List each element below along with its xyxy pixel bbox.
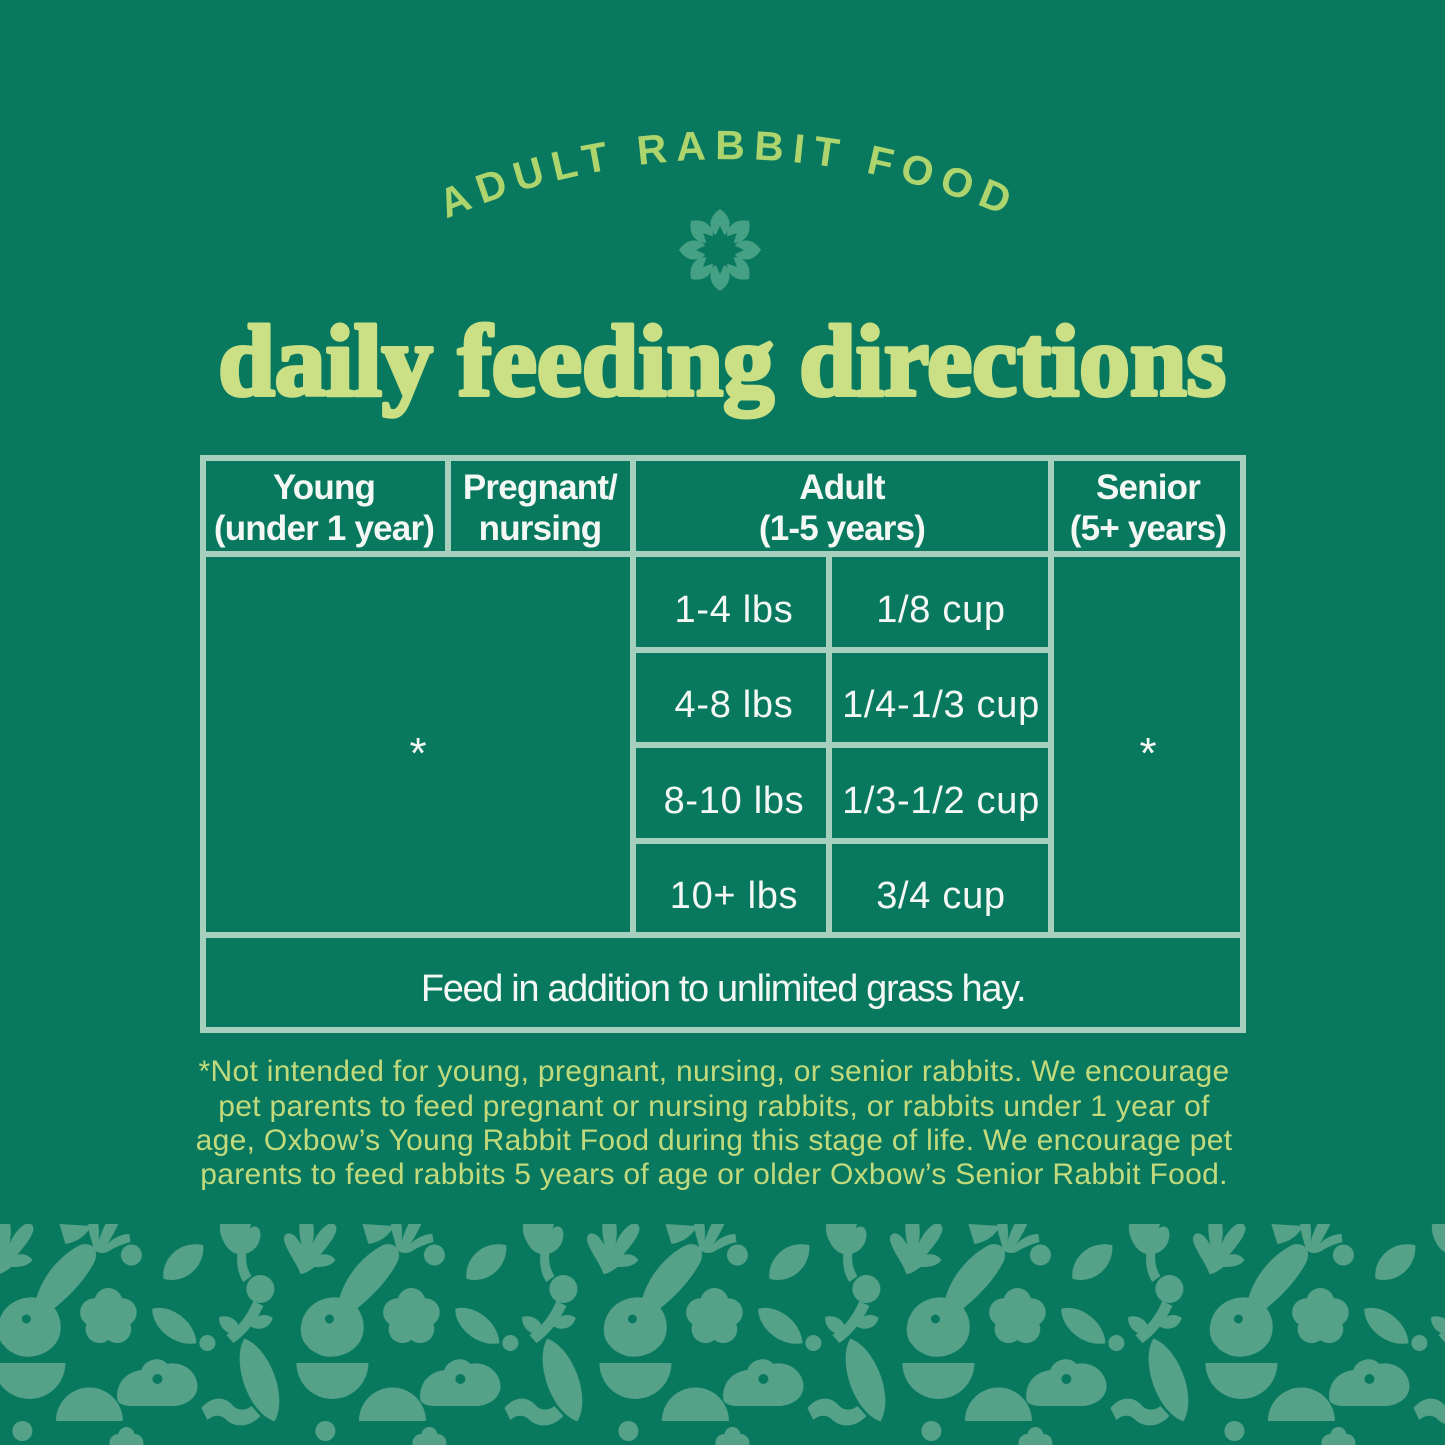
svg-text:daily feeding directions: daily feeding directions [218, 305, 1226, 418]
svg-text:(5+ years): (5+ years) [1070, 509, 1226, 548]
svg-text:age, Oxbow’s Young Rabbit Food: age, Oxbow’s Young Rabbit Food during th… [196, 1124, 1233, 1157]
svg-text:*Not intended for young, pregn: *Not intended for young, pregnant, nursi… [199, 1055, 1230, 1088]
svg-text:nursing: nursing [479, 509, 602, 548]
svg-text:(1-5 years): (1-5 years) [759, 509, 925, 548]
svg-text:(under 1 year): (under 1 year) [214, 509, 434, 548]
svg-text:1/3-1/2 cup: 1/3-1/2 cup [842, 780, 1040, 822]
svg-text:10+ lbs: 10+ lbs [670, 875, 799, 917]
svg-text:*: * [1139, 729, 1156, 778]
svg-text:pet parents to feed pregnant o: pet parents to feed pregnant or nursing … [218, 1090, 1210, 1123]
svg-text:4-8 lbs: 4-8 lbs [675, 684, 794, 726]
svg-text:Adult: Adult [799, 468, 886, 507]
svg-text:*: * [409, 729, 426, 778]
svg-text:3/4 cup: 3/4 cup [876, 875, 1006, 917]
svg-text:Senior: Senior [1096, 468, 1201, 507]
svg-text:8-10 lbs: 8-10 lbs [664, 780, 805, 822]
svg-text:parents to feed rabbits 5 year: parents to feed rabbits 5 years of age o… [200, 1158, 1228, 1191]
svg-text:Young: Young [273, 468, 375, 507]
svg-text:1/8 cup: 1/8 cup [876, 589, 1006, 631]
svg-text:Feed in addition to unlimited: Feed in addition to unlimited grass hay. [421, 968, 1025, 1010]
svg-text:1-4 lbs: 1-4 lbs [675, 589, 794, 631]
svg-text:1/4-1/3 cup: 1/4-1/3 cup [842, 684, 1040, 726]
svg-text:Pregnant/: Pregnant/ [463, 468, 618, 507]
